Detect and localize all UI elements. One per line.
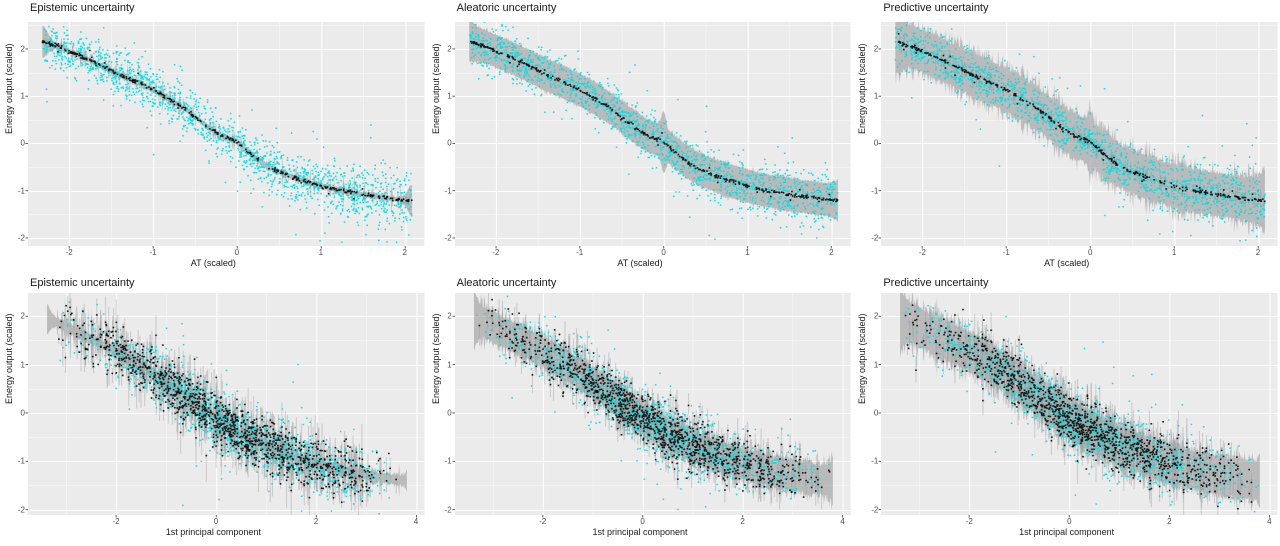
- panel-epistemic-pc1: Epistemic uncertainty 1st principal compo…: [0, 273, 427, 546]
- y-tick-label: 1: [20, 360, 25, 370]
- plot-canvas-epistemic-at: [0, 0, 427, 273]
- x-tick-label: 1: [318, 248, 324, 257]
- y-tick-label: 2: [447, 44, 452, 54]
- y-tick-label: 1: [873, 91, 879, 101]
- y-tick-label: 0: [873, 408, 879, 418]
- x-tick-label: -2: [965, 517, 973, 526]
- x-tick-label: 0: [1067, 517, 1072, 526]
- y-tick-label: 2: [20, 44, 25, 54]
- panel-title: Predictive uncertainty: [883, 2, 989, 14]
- plot-canvas-predictive-pc1: [853, 273, 1280, 546]
- y-tick-label: 0: [20, 408, 25, 418]
- x-tick-label: 2: [1167, 517, 1172, 526]
- y-tick-label: 2: [873, 311, 879, 321]
- x-tick-label: -1: [149, 248, 157, 257]
- x-tick-label: 1: [745, 248, 750, 257]
- x-tick-label: 2: [829, 248, 834, 257]
- y-tick-label: 0: [447, 408, 452, 418]
- x-axis-title: 1st principal component: [165, 527, 261, 537]
- x-tick-label: 0: [1088, 248, 1093, 257]
- x-tick-label: -1: [576, 248, 584, 257]
- y-tick-label: 0: [873, 138, 879, 148]
- y-tick-label: 0: [447, 138, 452, 148]
- panel-aleatoric-pc1: Aleatoric uncertainty 1st principal compo…: [426, 273, 854, 546]
- x-tick-label: 0: [661, 248, 666, 257]
- y-tick-label: 2: [873, 44, 879, 54]
- y-tick-label: 0: [20, 138, 25, 148]
- x-tick-label: -2: [65, 248, 73, 257]
- x-tick-label: 2: [740, 517, 745, 526]
- y-tick-label: -1: [17, 186, 25, 196]
- x-tick-label: 4: [413, 517, 419, 526]
- y-tick-label: -2: [871, 505, 879, 515]
- plot-canvas-epistemic-pc1: [0, 273, 427, 546]
- panel-predictive-pc1: Predictive uncertainty 1st principal comp…: [853, 273, 1280, 546]
- x-axis-title: AT (scaled): [617, 258, 663, 268]
- y-tick-label: -1: [17, 456, 25, 466]
- y-tick-label: -2: [17, 505, 25, 515]
- x-axis-title: 1st principal component: [592, 527, 688, 537]
- y-tick-label: -2: [444, 505, 452, 515]
- panel-title: Epistemic uncertainty: [30, 277, 135, 289]
- x-axis-title: AT (scaled): [1044, 258, 1090, 268]
- x-tick-label: 2: [402, 248, 407, 257]
- y-tick-label: -1: [444, 456, 452, 466]
- plot-canvas-aleatoric-pc1: [426, 273, 854, 546]
- y-tick-label: -1: [871, 456, 879, 466]
- y-tick-label: -2: [871, 233, 879, 243]
- x-tick-label: 0: [234, 248, 240, 257]
- plot-canvas-predictive-at: [853, 0, 1280, 273]
- x-tick-label: -2: [492, 248, 500, 257]
- x-axis-title: 1st principal component: [1019, 527, 1115, 537]
- y-tick-label: 1: [447, 360, 452, 370]
- y-tick-label: -1: [444, 186, 452, 196]
- panel-title: Epistemic uncertainty: [30, 2, 135, 14]
- y-tick-label: 2: [20, 311, 25, 321]
- x-tick-label: 1: [1171, 248, 1177, 257]
- x-tick-label: 2: [313, 517, 319, 526]
- panel-title: Predictive uncertainty: [883, 277, 989, 289]
- x-axis-title: AT (scaled): [190, 258, 236, 268]
- y-tick-label: -2: [444, 233, 452, 243]
- x-tick-label: -1: [1002, 248, 1010, 257]
- x-tick-label: 0: [640, 517, 645, 526]
- y-tick-label: 1: [873, 360, 879, 370]
- y-tick-label: 1: [447, 91, 452, 101]
- y-tick-label: 1: [20, 91, 25, 101]
- x-tick-label: 4: [1267, 517, 1272, 526]
- x-tick-label: 0: [213, 517, 219, 526]
- x-tick-label: -2: [918, 248, 926, 257]
- y-tick-label: -2: [17, 233, 25, 243]
- panel-title: Aleatoric uncertainty: [456, 2, 557, 14]
- y-tick-label: -1: [871, 186, 879, 196]
- x-tick-label: -2: [539, 517, 547, 526]
- x-tick-label: 4: [840, 517, 845, 526]
- x-tick-label: -2: [112, 517, 120, 526]
- plot-canvas-aleatoric-at: [426, 0, 854, 273]
- x-tick-label: 2: [1255, 248, 1261, 257]
- panel-title: Aleatoric uncertainty: [456, 277, 557, 289]
- y-tick-label: 2: [447, 311, 452, 321]
